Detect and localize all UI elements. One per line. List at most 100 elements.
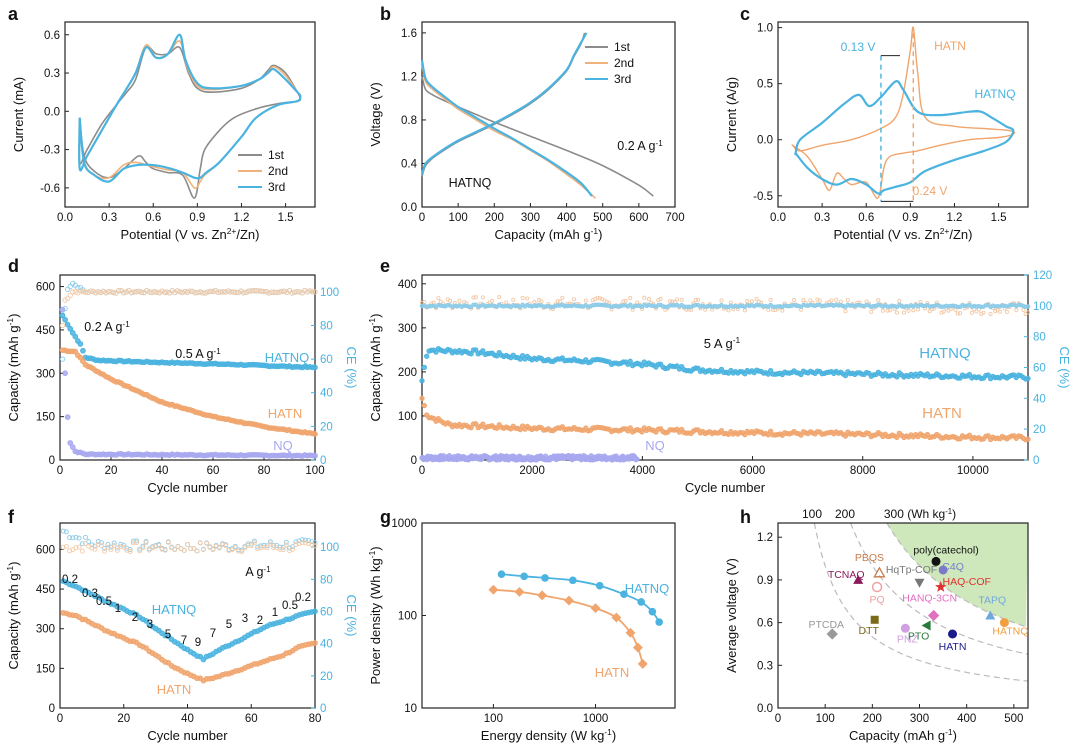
legend-label-a: 3rd — [268, 180, 285, 194]
data-point-e-ce-orange — [539, 299, 544, 304]
x-tick-label-b: 100 — [449, 212, 468, 224]
marker-hatn — [948, 629, 958, 639]
data-point-d-ce-hatn — [59, 322, 66, 329]
data-point-e-ce-orange — [958, 311, 963, 316]
data-point-e-hatn — [421, 402, 427, 409]
data-point-f-ce-hatn — [137, 548, 143, 554]
y-tick-label-h: 0.3 — [757, 660, 773, 672]
data-point-f-ce-hatn — [306, 541, 312, 547]
data-point-d-ce-hatn — [121, 290, 127, 296]
y-tick-label-h: 0.6 — [757, 618, 773, 630]
data-point-f-ce-hatn — [220, 542, 226, 548]
data-point-f-ce-hatn — [296, 541, 302, 547]
x-tick-label-b: 500 — [593, 212, 612, 224]
marker-pbqs — [873, 566, 886, 578]
ragone-point-hatn — [637, 658, 648, 669]
rate-label-f: 5 — [165, 629, 171, 641]
data-point-f-ce-hatnq — [83, 534, 88, 540]
panel-h: 0 100 200 300 400 500 0.0 0.3 0.6 0.9 1.2 Capacity … — [724, 507, 1029, 743]
data-point-f-ce-hatn — [98, 543, 104, 549]
data-point-e-ce-orange — [438, 299, 443, 304]
data-point-d-ce-hatn — [93, 290, 99, 296]
marker-ptcda — [826, 628, 838, 640]
x-tick-label-f: 60 — [245, 713, 258, 725]
data-point-d-nq — [59, 306, 66, 313]
plot-frame-c — [777, 21, 1029, 208]
x-tick-label-c: 0.9 — [902, 212, 918, 224]
point-label-h: HAQ-COF — [943, 576, 991, 588]
y-tick-label-b: 1.2 — [401, 71, 417, 83]
data-point-e-ce — [1025, 304, 1031, 309]
x-tick-label-e: 0 — [419, 465, 425, 477]
data-point-f-ce-hatnq — [283, 539, 289, 545]
data-point-e-ce-orange — [572, 297, 577, 302]
panel-f: 0 20 40 60 800150300450600020406080100Cycle … — [5, 522, 359, 743]
panel-b: 0 100 200 300 400 500 600 700 0.0 0.4 0.8 1.2 1.6 Cap… — [368, 21, 685, 242]
data-point-f-ce-hatn — [232, 545, 238, 551]
label-hatn-e: HATN — [922, 405, 962, 422]
marker-pto — [921, 620, 931, 631]
x-tick-label-f: 20 — [117, 713, 130, 725]
data-point-f-ce-hatn — [283, 542, 289, 548]
legend-label-b: 2nd — [614, 56, 634, 70]
data-point-f-ce-hatn — [210, 547, 216, 553]
data-point-f-ce-hatn — [280, 547, 286, 553]
x-axis-label-h: Capacity (mAh g-1) — [849, 727, 957, 743]
data-point-f-ce-hatn — [258, 545, 264, 551]
data-point-d-ce-hatn — [179, 289, 186, 296]
data-point-d-ce-hatnq — [59, 356, 66, 362]
data-point-e-ce-orange — [557, 299, 563, 304]
y-tick-label-h: 0.0 — [757, 703, 773, 715]
data-point-f-ce-hatnq — [67, 535, 73, 541]
data-point-d-ce-hatn — [164, 289, 170, 295]
data-point-d-ce-hatn — [228, 289, 234, 295]
annotation-013v: 0.13 V — [841, 40, 876, 54]
energy-top-label: 300 (Wh kg-1) — [884, 507, 956, 522]
data-point-f-hatnq — [312, 608, 318, 615]
data-point-d-nq — [312, 452, 318, 459]
panel-label-h: h — [740, 507, 751, 527]
data-point-f-ce-hatn — [264, 545, 270, 551]
data-point-f-ce-hatn — [277, 546, 283, 552]
x-axis-label-c: Potential (V vs. Zn2+/Zn) — [834, 226, 973, 242]
data-point-e-ce-orange — [941, 309, 946, 314]
data-point-e-ce-orange — [780, 308, 785, 313]
point-label-h: TAPQ — [978, 595, 1006, 607]
marker-dtt — [870, 615, 879, 624]
data-point-e-ce-orange — [969, 310, 974, 315]
data-point-d-ce-hatn — [217, 289, 224, 295]
y2-tick-label-f: 0 — [320, 703, 326, 715]
y-axis-label-a: Current (mA) — [11, 77, 26, 152]
data-point-d-ce-hatn — [154, 289, 160, 295]
rate-label-f: 0.2 — [62, 574, 78, 586]
data-point-e-ce-orange — [817, 298, 822, 303]
data-point-e-hatnq — [894, 374, 900, 380]
data-point-e-ce-orange — [927, 309, 932, 314]
label-nq-d: NQ — [273, 438, 293, 453]
data-point-f-ce-hatn — [255, 546, 261, 552]
rate-annotation-e: 5 A g-1 — [704, 335, 741, 351]
panel-label-g: g — [380, 507, 391, 527]
data-point-e-hatnq — [424, 353, 430, 359]
data-point-e-ce-orange — [560, 295, 565, 300]
energy-density-contour — [813, 523, 1028, 682]
y-tick-label-e: 400 — [398, 279, 417, 291]
y2-tick-label-e: 60 — [1033, 363, 1046, 375]
x-tick-label-e: 8000 — [850, 465, 876, 477]
data-point-f-ce-hatn — [267, 541, 273, 547]
data-point-d-ce-hatn — [200, 290, 206, 296]
panel-d: 0 20 40 60 80 1000150300450600020406080100Cyc… — [5, 274, 359, 495]
x-axis-label-f: Cycle number — [147, 728, 228, 743]
y-axis-label-f: Capacity (mAh g-1) — [5, 562, 21, 670]
data-point-e-ce-orange — [939, 310, 944, 315]
data-point-f-ce-hatn — [229, 547, 235, 553]
data-point-f-hatn — [312, 640, 318, 646]
data-point-e-ce-orange — [597, 296, 602, 301]
panel-a: 0.0 0.3 0.6 0.9 1.2 1.5 -0.6 -0.3 0.0 0.3 0.6 Poten… — [11, 21, 316, 242]
x-tick-label-b: 0 — [419, 212, 425, 224]
data-point-f-ce-hatn — [63, 544, 69, 549]
data-point-f-ce-hatn — [216, 545, 222, 551]
y2-tick-label-e: 20 — [1033, 424, 1046, 436]
data-point-d-ce-hatn — [195, 289, 201, 296]
unit-annotation-f: A g-1 — [245, 565, 271, 580]
